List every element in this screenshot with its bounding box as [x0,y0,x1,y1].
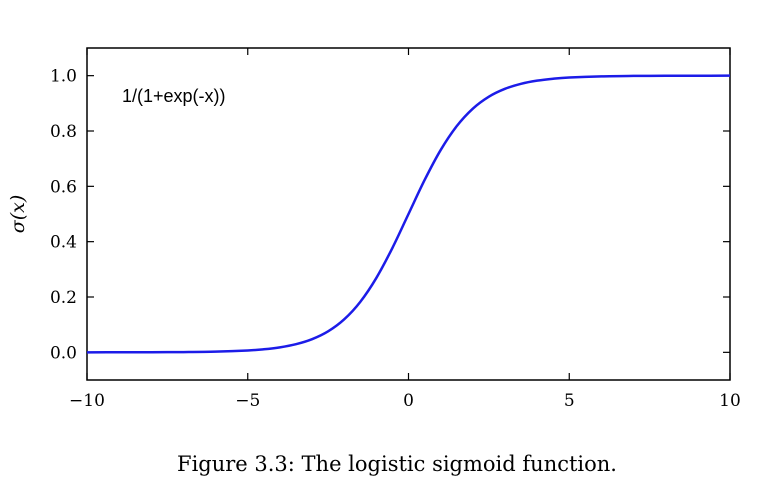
y-tick-label: 0.0 [50,343,77,363]
y-tick-label: 0.6 [50,177,77,197]
sigmoid-curve [86,74,731,354]
x-tick-label: 5 [564,391,575,411]
y-axis-label: σ(x) [7,195,29,234]
x-tick-label: −5 [235,391,260,411]
ticks: −10 −5 0 5 10 0.0 0.2 0.4 0.6 0.8 1.0 [50,48,741,411]
curve-annotation: 1/(1+exp(-x)) [122,86,226,106]
y-tick-label: 0.2 [50,288,77,308]
x-tick-label: 0 [403,391,414,411]
y-tick-label: 0.4 [50,233,77,253]
x-tick-label: 10 [719,391,741,411]
plot-area: −10 −5 0 5 10 0.0 0.2 0.4 0.6 0.8 1.0 1/(1+exp(-x)… [50,47,741,411]
x-tick-label: −10 [69,391,105,411]
y-tick-label: 0.8 [50,122,77,142]
y-tick-label: 1.0 [50,67,77,87]
figure-caption: Figure 3.3: The logistic sigmoid functio… [177,452,617,476]
